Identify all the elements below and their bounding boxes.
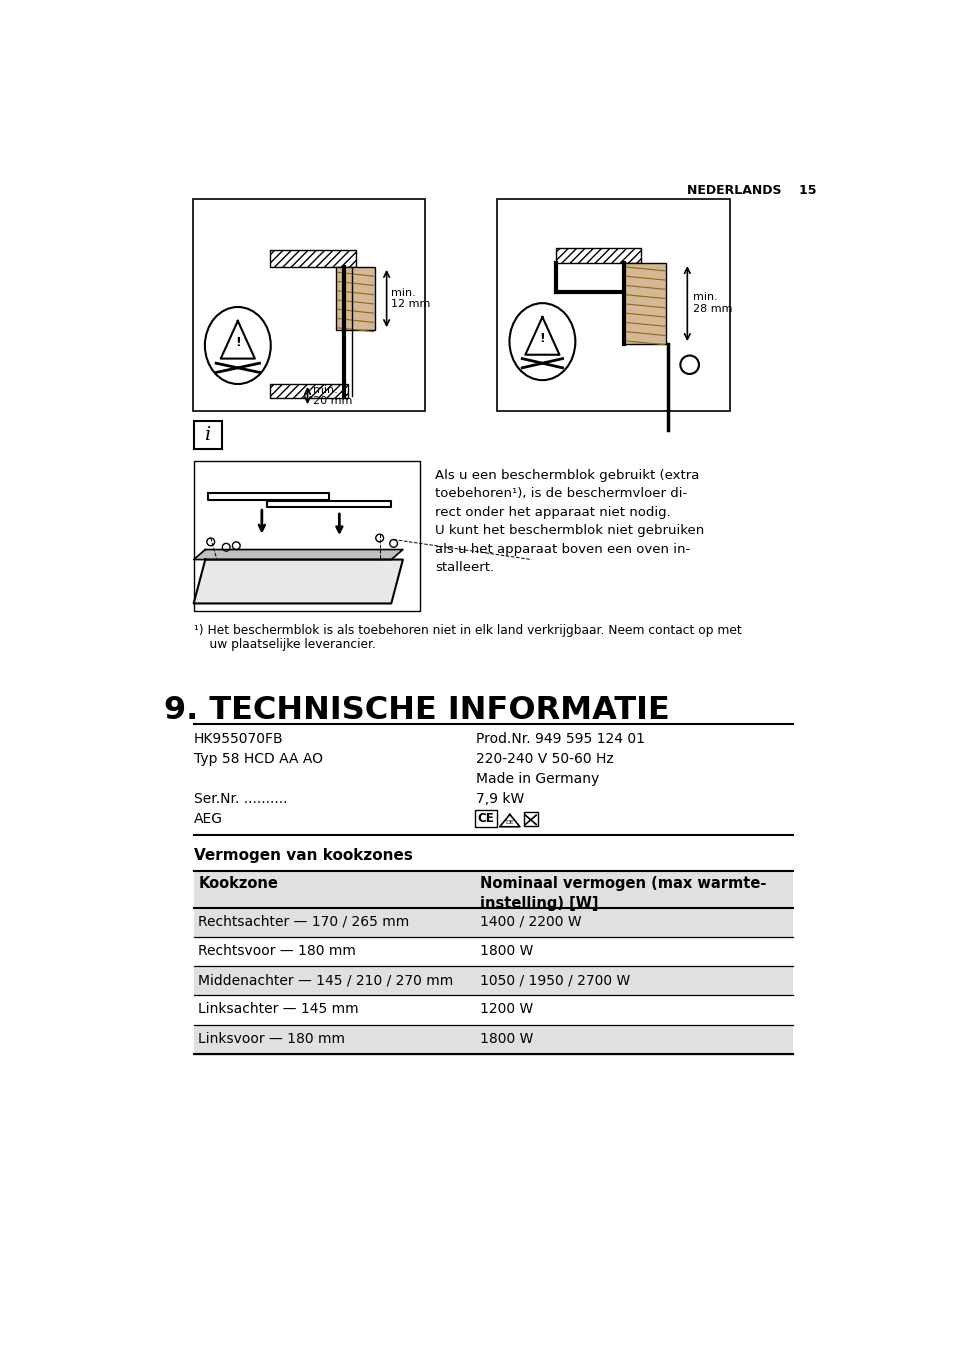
Circle shape: [390, 539, 397, 548]
Text: min.
12 mm: min. 12 mm: [391, 288, 430, 310]
Bar: [623, 264, 666, 343]
FancyBboxPatch shape: [193, 420, 221, 449]
Bar: [193, 907, 793, 937]
Text: Typ 58 HCD AA AO: Typ 58 HCD AA AO: [193, 752, 322, 767]
Text: CE: CE: [476, 811, 494, 825]
Text: HK955070FB: HK955070FB: [193, 731, 283, 746]
FancyBboxPatch shape: [475, 810, 497, 827]
Text: AEG: AEG: [193, 813, 222, 826]
Text: !: !: [234, 335, 240, 349]
Text: 7,9 kW: 7,9 kW: [476, 792, 523, 806]
Bar: [270, 384, 348, 397]
Polygon shape: [193, 549, 402, 560]
Text: Prod.Nr. 949 595 124 01: Prod.Nr. 949 595 124 01: [476, 731, 644, 746]
Bar: [193, 199, 425, 411]
Bar: [193, 871, 793, 907]
Text: Als u een beschermblok gebruikt (extra
toebehoren¹), is de beschermvloer di-
rec: Als u een beschermblok gebruikt (extra t…: [435, 469, 704, 575]
Bar: [335, 266, 375, 330]
Circle shape: [375, 534, 383, 542]
Text: !: !: [539, 333, 545, 345]
Bar: [523, 813, 537, 826]
Bar: [555, 247, 640, 264]
Text: Rechtsvoor — 180 mm: Rechtsvoor — 180 mm: [198, 944, 355, 957]
Circle shape: [222, 544, 230, 552]
Text: Kookzone: Kookzone: [198, 876, 278, 891]
Bar: [270, 250, 355, 266]
Ellipse shape: [205, 307, 271, 384]
Text: Rechtsachter — 170 / 265 mm: Rechtsachter — 170 / 265 mm: [198, 914, 409, 929]
Circle shape: [233, 542, 240, 549]
Text: i: i: [204, 426, 211, 443]
Text: 1050 / 1950 / 2700 W: 1050 / 1950 / 2700 W: [480, 973, 630, 987]
Text: Vermogen van kookzones: Vermogen van kookzones: [193, 848, 412, 863]
Bar: [193, 1025, 793, 1055]
Ellipse shape: [509, 303, 575, 380]
Text: NEDERLANDS    15: NEDERLANDS 15: [686, 184, 816, 197]
Polygon shape: [193, 560, 402, 603]
Circle shape: [679, 356, 699, 375]
Text: Ser.Nr. ..........: Ser.Nr. ..........: [193, 792, 287, 806]
Circle shape: [207, 538, 214, 546]
Text: Made in Germany: Made in Germany: [476, 772, 598, 786]
Text: Linksvoor — 180 mm: Linksvoor — 180 mm: [198, 1032, 345, 1045]
Text: 9. TECHNISCHE INFORMATIE: 9. TECHNISCHE INFORMATIE: [164, 695, 669, 726]
Text: Middenachter — 145 / 210 / 270 mm: Middenachter — 145 / 210 / 270 mm: [198, 973, 453, 987]
Text: 220-240 V 50-60 Hz: 220-240 V 50-60 Hz: [476, 752, 613, 767]
Text: Linksachter — 145 mm: Linksachter — 145 mm: [198, 1002, 358, 1017]
Bar: [193, 967, 793, 995]
Text: ¹) Het beschermblok is als toebehoren niet in elk land verkrijgbaar. Neem contac: ¹) Het beschermblok is als toebehoren ni…: [193, 625, 740, 637]
Bar: [497, 199, 729, 411]
Text: uw plaatselijke leverancier.: uw plaatselijke leverancier.: [193, 638, 375, 652]
Text: 1200 W: 1200 W: [480, 1002, 533, 1017]
Text: 1800 W: 1800 W: [480, 944, 534, 957]
Text: Nominaal vermogen (max warmte-
instelling) [W]: Nominaal vermogen (max warmte- instellin…: [480, 876, 766, 911]
Text: DE: DE: [505, 819, 514, 825]
Bar: [193, 461, 419, 611]
Text: 1400 / 2200 W: 1400 / 2200 W: [480, 914, 581, 929]
Text: min.
20 mm: min. 20 mm: [313, 385, 352, 407]
Text: min.
28 mm: min. 28 mm: [692, 292, 732, 314]
Text: 1800 W: 1800 W: [480, 1032, 534, 1045]
